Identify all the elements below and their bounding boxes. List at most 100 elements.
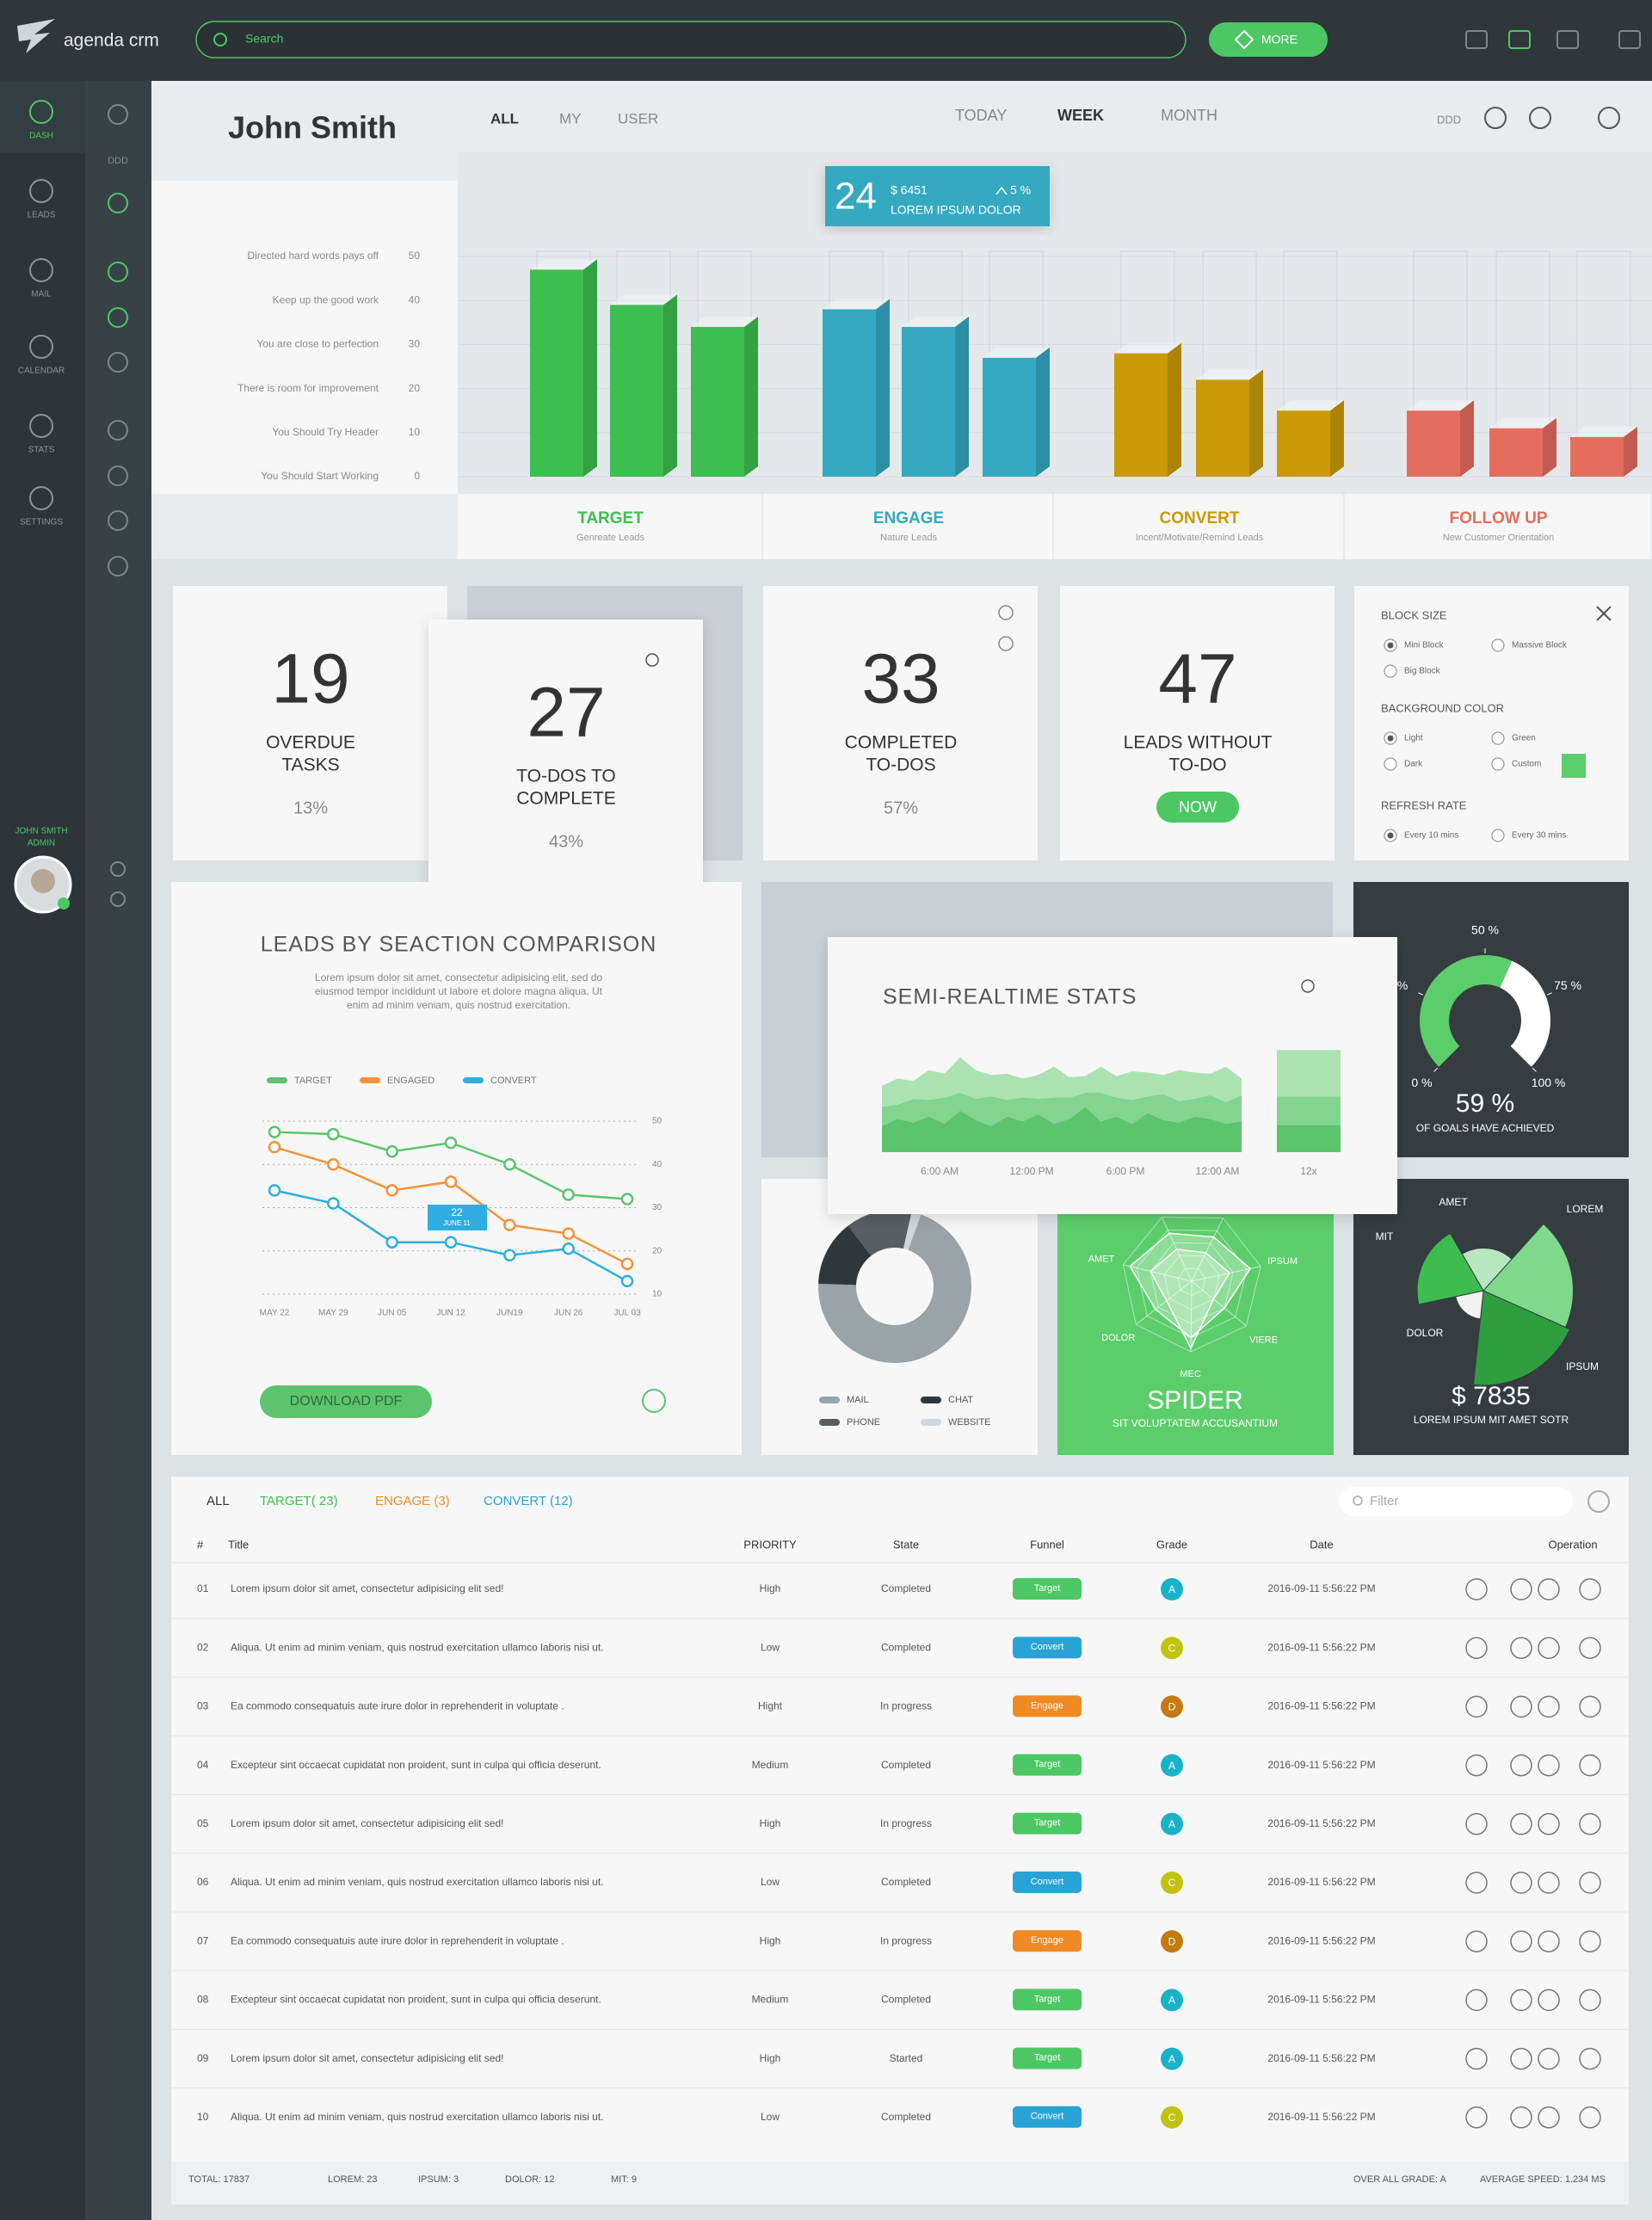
operation-icon[interactable] [1538,1695,1560,1718]
nav-label[interactable]: SETTINGS [20,518,63,527]
nav-icon[interactable] [29,486,53,510]
sub-icon[interactable] [108,104,128,125]
radio-label[interactable]: Dark [1404,760,1423,769]
operation-icon[interactable] [1538,1578,1560,1600]
operation-icon[interactable] [1538,2047,1560,2070]
operation-icon[interactable] [1579,2106,1601,2129]
cell-title[interactable]: Ea commodo consequatuis aute irure dolor… [231,1934,564,1946]
period-tab[interactable]: MONTH [1161,107,1217,124]
operation-icon[interactable] [1465,1872,1488,1894]
operation-icon[interactable] [1579,1989,1601,2012]
top-icon[interactable] [1465,30,1488,49]
operation-icon[interactable] [1538,2106,1560,2129]
gear-icon[interactable] [1587,1490,1610,1513]
radio-label[interactable]: Massive Block [1512,641,1568,651]
sub-icon[interactable] [108,262,128,282]
operation-icon[interactable] [1465,1813,1488,1835]
stat-action[interactable] [1156,792,1239,823]
nav-icon[interactable] [29,414,53,438]
close-icon[interactable] [1596,606,1612,621]
cell-title[interactable]: Lorem ipsum dolor sit amet, consectetur … [231,2052,503,2064]
download-button[interactable] [260,1385,432,1418]
operation-icon[interactable] [1579,1872,1601,1894]
radio-label[interactable]: Light [1404,734,1423,743]
sub-icon[interactable] [108,510,128,531]
radio-label[interactable]: Every 30 mins [1512,831,1566,841]
operation-icon[interactable] [1465,1989,1488,2012]
operation-icon[interactable] [1510,1813,1532,1835]
radio[interactable] [1491,757,1505,771]
operation-icon[interactable] [1579,1930,1601,1952]
stat-action-label[interactable]: NOW [1179,799,1217,816]
operation-icon[interactable] [1465,2047,1488,2070]
nav-label[interactable]: STATS [28,446,55,455]
operation-icon[interactable] [1465,1578,1488,1600]
cell-title[interactable]: Aliqua. Ut enim ad minim veniam, quis no… [231,2111,604,2123]
filter-input[interactable] [1339,1487,1573,1516]
operation-icon[interactable] [1579,1813,1601,1835]
sub-icon[interactable] [108,420,128,441]
operation-icon[interactable] [1510,1989,1532,2012]
nav-icon[interactable] [29,258,53,282]
cell-title[interactable]: Excepteur sint occaecat cupidatat non pr… [231,1759,601,1771]
filter-tab[interactable]: ALL [490,110,519,126]
download-label[interactable]: DOWNLOAD PDF [290,1394,403,1409]
operation-icon[interactable] [1510,2106,1532,2129]
radio-label[interactable]: Custom [1512,760,1541,769]
operation-icon[interactable] [1510,1872,1532,1894]
period-tab[interactable]: TODAY [955,107,1007,124]
operation-icon[interactable] [1538,1872,1560,1894]
radio[interactable] [1384,757,1397,771]
operation-icon[interactable] [1538,1813,1560,1835]
operation-icon[interactable] [1579,1578,1601,1600]
operation-icon[interactable] [1465,2106,1488,2129]
table-tab[interactable]: ALL [206,1494,230,1508]
radio-label[interactable]: Mini Block [1404,641,1445,651]
radio[interactable] [1491,829,1505,842]
top-icon[interactable] [1618,30,1641,49]
nav-label[interactable]: LEADS [28,211,56,220]
radio-label[interactable]: Every 10 mins [1404,831,1458,841]
table-tab[interactable]: ENGAGE (3) [375,1494,450,1508]
cell-title[interactable]: Lorem ipsum dolor sit amet, consectetur … [231,1817,503,1829]
cell-title[interactable]: Lorem ipsum dolor sit amet, consectetur … [231,1582,503,1594]
nav-label[interactable]: DASH [29,132,53,141]
sub-icon[interactable] [108,352,128,373]
table-tab[interactable]: CONVERT (12) [484,1494,573,1508]
sub-icon[interactable] [108,193,128,213]
operation-icon[interactable] [1465,1930,1488,1952]
radio[interactable] [1491,731,1505,745]
cell-title[interactable]: Aliqua. Ut enim ad minim veniam, quis no… [231,1876,604,1888]
sub-icon[interactable] [108,466,128,486]
operation-icon[interactable] [1579,2047,1601,2070]
operation-icon[interactable] [1538,1930,1560,1952]
radio[interactable] [1384,664,1397,678]
operation-icon[interactable] [1538,1754,1560,1777]
operation-icon[interactable] [1510,1930,1532,1952]
tool-icon[interactable] [1529,107,1551,129]
sub-icon[interactable] [108,307,128,328]
nav-icon[interactable] [29,179,53,203]
period-tab[interactable]: WEEK [1057,107,1104,124]
nav-icon[interactable] [29,335,53,359]
radio-label[interactable]: Big Block [1404,667,1441,676]
nav-label[interactable]: CALENDAR [18,367,65,376]
operation-icon[interactable] [1510,1695,1532,1718]
radio-label[interactable]: Green [1512,734,1536,743]
operation-icon[interactable] [1465,1754,1488,1777]
cell-title[interactable]: Aliqua. Ut enim ad minim veniam, quis no… [231,1641,604,1653]
cell-title[interactable]: Excepteur sint occaecat cupidatat non pr… [231,1994,601,2006]
operation-icon[interactable] [1538,1989,1560,2012]
more-button[interactable] [1209,22,1328,57]
operation-icon[interactable] [1579,1695,1601,1718]
table-tab[interactable]: TARGET( 23) [260,1494,338,1508]
filter-tab[interactable]: USER [618,110,658,126]
operation-icon[interactable] [1510,2047,1532,2070]
top-icon[interactable] [1556,30,1579,49]
operation-icon[interactable] [1465,1637,1488,1659]
filter-tab[interactable]: MY [559,110,582,126]
operation-icon[interactable] [1510,1578,1532,1600]
cell-title[interactable]: Ea commodo consequatuis aute irure dolor… [231,1700,564,1712]
operation-icon[interactable] [1538,1637,1560,1659]
tool-icon[interactable] [1598,107,1620,129]
